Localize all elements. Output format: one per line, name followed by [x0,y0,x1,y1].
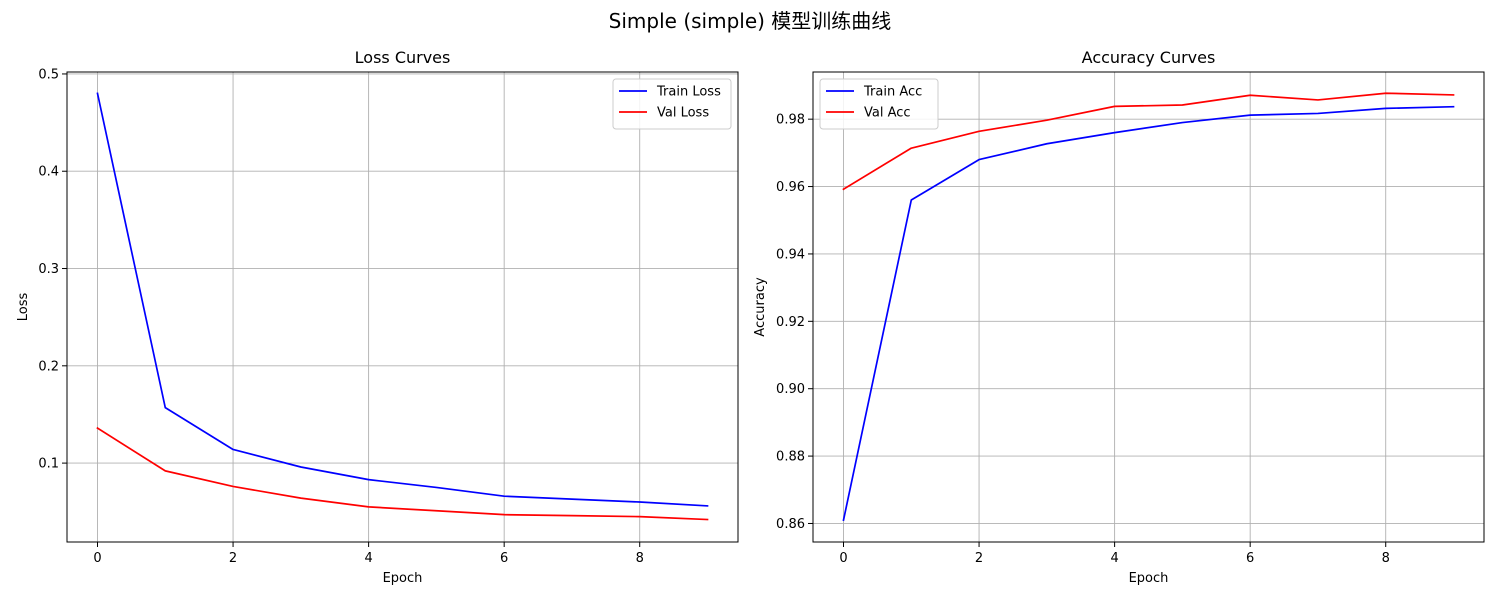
accuracy-legend-label-0: Train Acc [863,85,922,100]
accuracy-ytick-label-3: 0.92 [776,315,805,330]
accuracy-legend: Train Acc Val Acc [819,78,939,130]
loss-legend-label-0: Train Loss [656,85,721,100]
accuracy-xtick-label-4: 8 [1382,551,1390,566]
loss-series-line-0 [96,92,709,507]
accuracy-x-axis-label: Epoch [1129,571,1169,586]
loss-ytick-label-2: 0.3 [38,262,59,277]
accuracy-ytick-label-2: 0.90 [776,382,805,397]
loss-axes-frame [66,71,739,543]
loss-ytick-label-0: 0.1 [38,457,59,472]
loss-ytick-label-4: 0.5 [38,67,59,82]
accuracy-axes-title: Accuracy Curves [1082,48,1216,67]
accuracy-y-axis-label: Accuracy [753,277,768,337]
loss-legend: Train Loss Val Loss [612,78,732,130]
accuracy-xtick-label-3: 6 [1246,551,1254,566]
loss-xtick-label-4: 8 [636,551,644,566]
accuracy-ytick-label-0: 0.86 [776,517,805,532]
loss-xtick-label-3: 6 [500,551,508,566]
loss-xtick-label-2: 4 [364,551,372,566]
loss-xtick-label-1: 2 [229,551,237,566]
accuracy-legend-label-1: Val Acc [864,106,911,121]
accuracy-xtick-label-1: 2 [975,551,983,566]
loss-axes-title: Loss Curves [355,48,451,67]
figure-suptitle: Simple (simple) 模型训练曲线 [609,9,892,33]
loss-y-axis-label: Loss [16,293,31,322]
accuracy-ytick-label-1: 0.88 [776,450,805,465]
accuracy-curves-panel: 0 2 4 6 8 0.86 0.88 0.90 0.92 0.94 0.96 0.98 Accurac… [753,48,1485,586]
loss-legend-label-1: Val Loss [657,106,709,121]
loss-ytick-label-3: 0.4 [38,165,59,180]
accuracy-series-line-1 [842,92,1455,191]
accuracy-xtick-label-0: 0 [839,551,847,566]
accuracy-ytick-label-5: 0.96 [776,180,805,195]
accuracy-ytick-label-4: 0.94 [776,247,805,262]
accuracy-axes-frame [812,71,1485,543]
loss-x-axis-label: Epoch [383,571,423,586]
loss-ytick-label-1: 0.2 [38,359,59,374]
accuracy-xtick-label-2: 4 [1110,551,1118,566]
loss-xtick-label-0: 0 [93,551,101,566]
accuracy-ytick-label-6: 0.98 [776,113,805,128]
loss-series-line-1 [96,426,709,521]
accuracy-series-line-0 [842,105,1455,522]
loss-curves-panel: 0 2 4 6 8 0.1 0.2 0.3 0.4 0.5 Loss Curves Epoch Loss… [16,48,739,586]
